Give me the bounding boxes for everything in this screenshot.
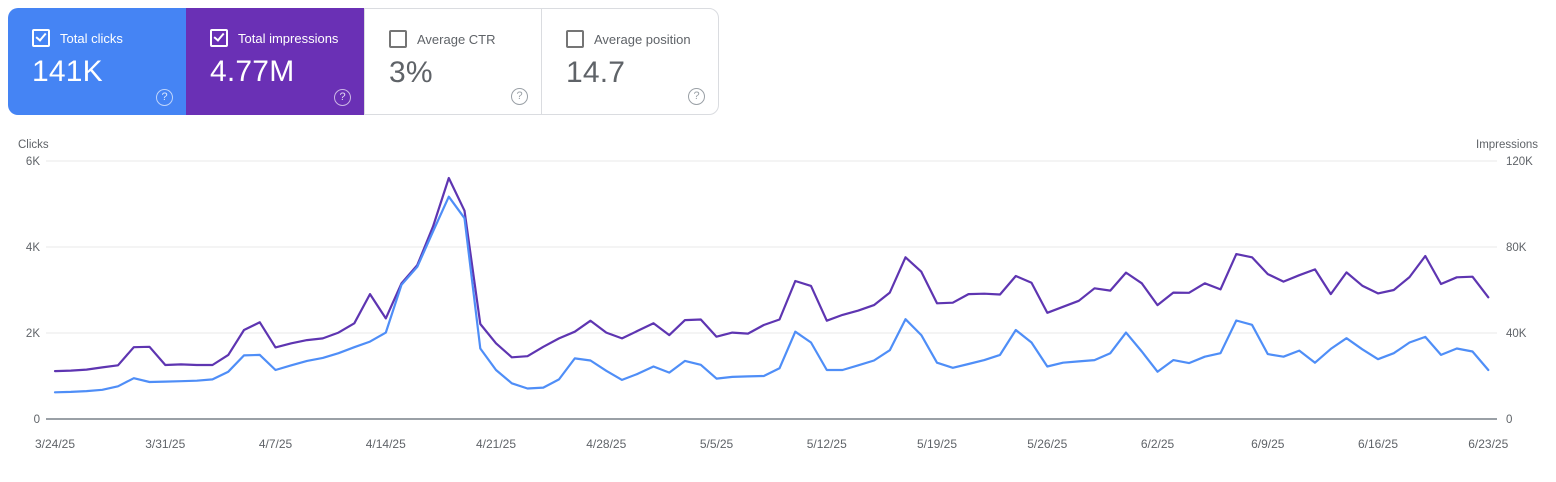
y-axis-tick-left: 4K — [26, 242, 40, 254]
card-label-total-clicks: Total clicks — [60, 30, 123, 46]
y-axis-tick-left: 0 — [34, 414, 40, 426]
checkbox-average-position[interactable] — [566, 30, 584, 48]
y-axis-tick-right: 120K — [1506, 156, 1533, 168]
card-value-average-ctr: 3% — [389, 56, 433, 89]
y-axis-tick-right: 0 — [1506, 414, 1512, 426]
x-axis-tick: 6/23/25 — [1468, 437, 1508, 451]
help-icon[interactable]: ? — [511, 88, 528, 105]
card-value-average-position: 14.7 — [566, 56, 626, 89]
card-value-total-clicks: 141K — [32, 55, 103, 88]
card-label-average-position: Average position — [594, 31, 691, 47]
metric-card-average-ctr[interactable]: Average CTR 3% ? — [364, 8, 542, 115]
y-axis-tick-right: 80K — [1506, 242, 1527, 254]
metric-cards: Total clicks 141K ? Total impressions 4.… — [8, 8, 719, 115]
x-axis-tick: 5/19/25 — [917, 437, 957, 451]
x-axis-tick: 6/16/25 — [1358, 437, 1398, 451]
checkbox-average-ctr[interactable] — [389, 30, 407, 48]
x-axis-tick: 4/28/25 — [586, 437, 626, 451]
x-axis-tick: 6/9/25 — [1251, 437, 1285, 451]
x-axis-tick: 4/14/25 — [366, 437, 406, 451]
clicks-line — [53, 195, 1490, 394]
y-axis-tick-left: 2K — [26, 328, 40, 340]
card-label-average-ctr: Average CTR — [417, 31, 496, 47]
x-axis-tick: 5/12/25 — [807, 437, 847, 451]
y-axis-tick-left: 6K — [26, 156, 40, 168]
help-icon[interactable]: ? — [688, 88, 705, 105]
help-icon[interactable]: ? — [334, 89, 351, 106]
help-icon[interactable]: ? — [156, 89, 173, 106]
checkbox-total-clicks[interactable] — [32, 29, 50, 47]
metric-card-total-clicks[interactable]: Total clicks 141K ? — [8, 8, 186, 115]
x-axis-tick: 3/24/25 — [35, 437, 75, 451]
x-axis-tick: 6/2/25 — [1141, 437, 1175, 451]
chart-canvas[interactable]: 6K 120K 4K 80K 2K 40K 0 0 Clicks Impressions 3/24/… — [0, 132, 1556, 477]
metric-card-total-impressions[interactable]: Total impressions 4.77M ? — [186, 8, 364, 115]
performance-chart: 6K 120K 4K 80K 2K 40K 0 0 Clicks Impressions 3/24/… — [0, 132, 1556, 477]
x-axis-tick: 4/21/25 — [476, 437, 516, 451]
card-label-total-impressions: Total impressions — [238, 30, 339, 46]
x-axis-tick: 4/7/25 — [259, 437, 293, 451]
right-axis-title: Impressions — [1476, 139, 1538, 151]
card-value-total-impressions: 4.77M — [210, 55, 295, 88]
x-axis-tick: 3/31/25 — [145, 437, 185, 451]
metric-card-average-position[interactable]: Average position 14.7 ? — [541, 8, 719, 115]
checkbox-total-impressions[interactable] — [210, 29, 228, 47]
impressions-line — [53, 176, 1490, 373]
left-axis-title: Clicks — [18, 139, 49, 151]
y-axis-tick-right: 40K — [1506, 328, 1527, 340]
x-axis-tick: 5/5/25 — [700, 437, 734, 451]
x-axis-tick: 5/26/25 — [1027, 437, 1067, 451]
